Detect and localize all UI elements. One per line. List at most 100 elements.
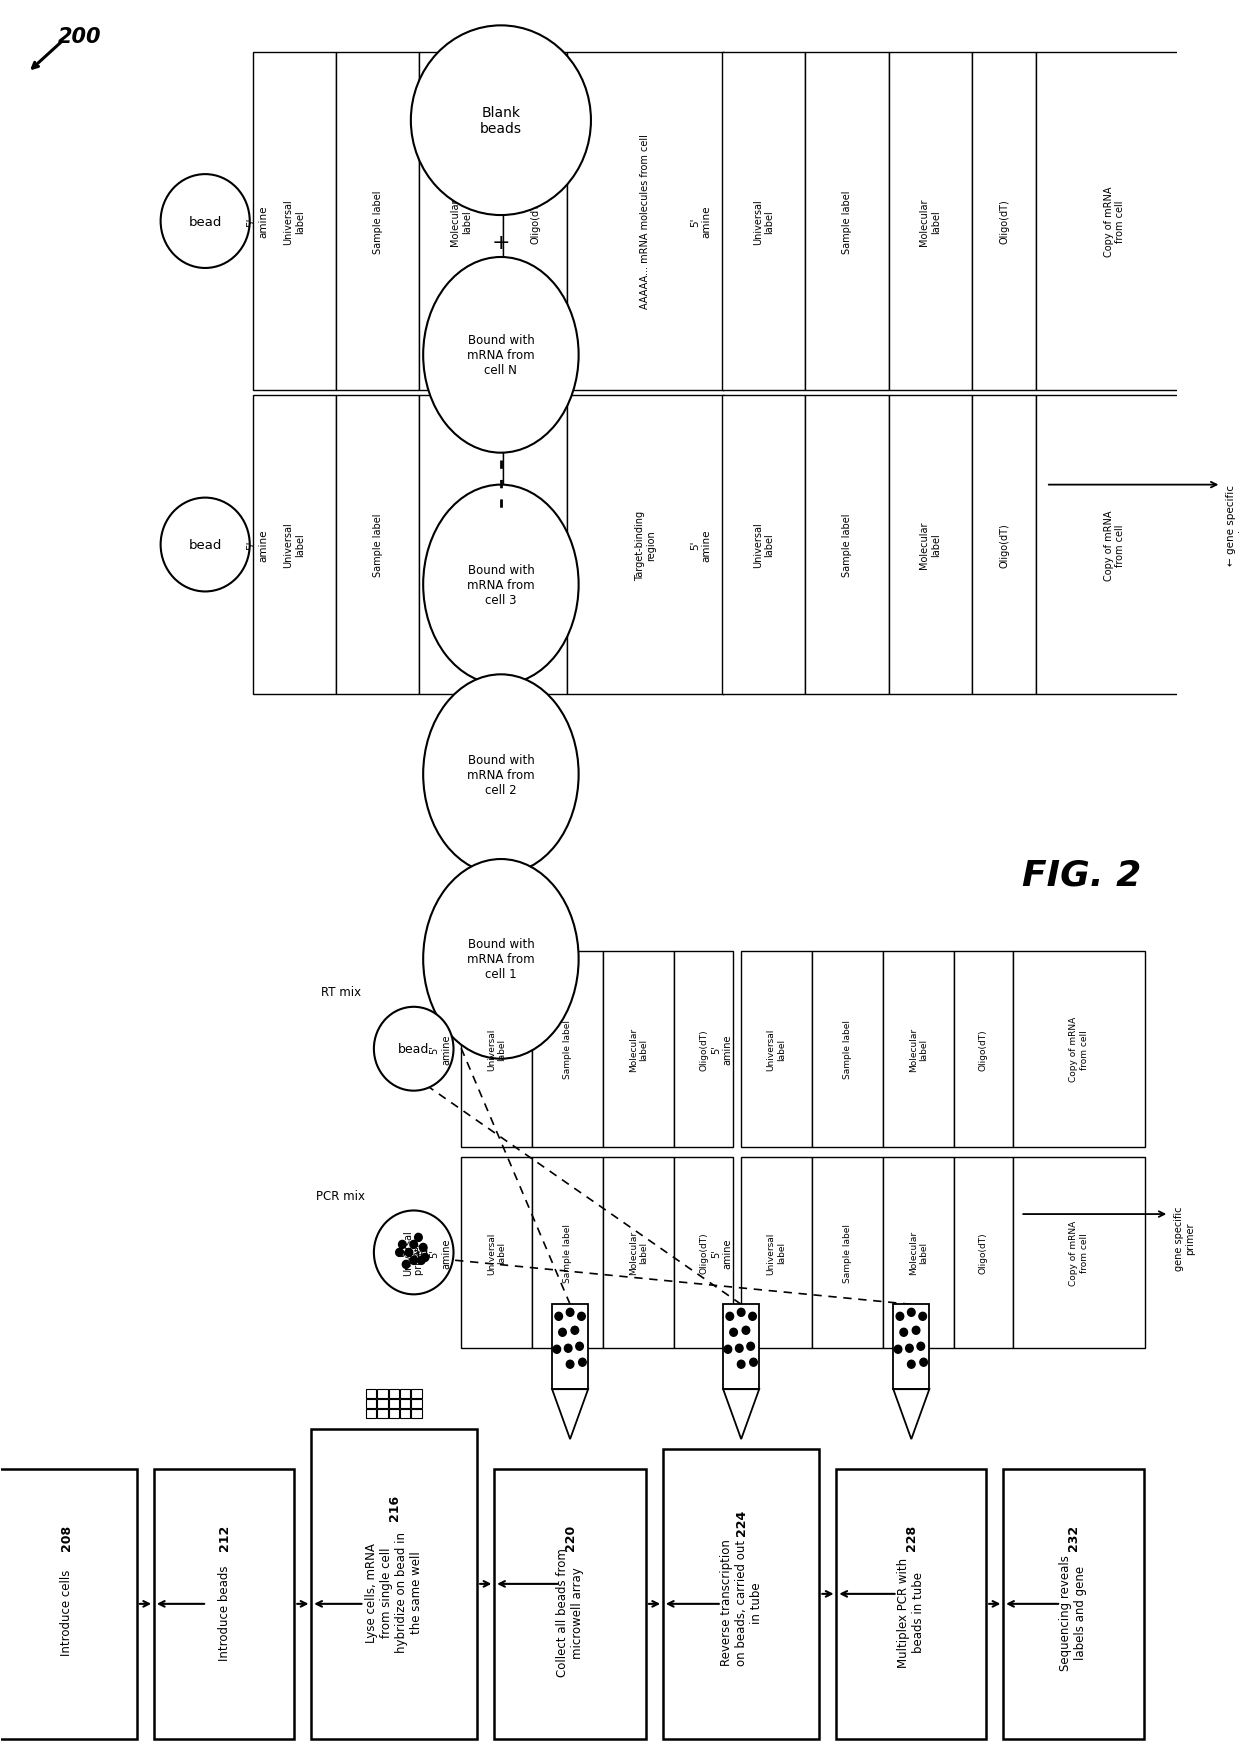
Bar: [805, 53, 889, 391]
Text: Universal
label: Universal label: [284, 523, 305, 569]
Circle shape: [398, 1241, 407, 1250]
Bar: [1037, 395, 1193, 695]
Bar: [377, 1409, 388, 1418]
Circle shape: [572, 1327, 579, 1334]
Bar: [604, 951, 675, 1148]
Circle shape: [402, 1260, 410, 1269]
Circle shape: [735, 1344, 743, 1353]
Bar: [812, 951, 883, 1148]
Text: Sample label: Sample label: [563, 1223, 572, 1283]
Circle shape: [419, 1244, 427, 1251]
Text: 212: 212: [218, 1523, 231, 1550]
Bar: [954, 1157, 1013, 1348]
Circle shape: [750, 1358, 758, 1367]
Bar: [401, 1409, 410, 1418]
Bar: [0, 1469, 136, 1739]
Bar: [311, 1429, 477, 1739]
Text: Molecular
label: Molecular label: [920, 198, 941, 246]
Bar: [837, 1469, 986, 1739]
Text: 200: 200: [58, 28, 102, 47]
Text: 228: 228: [905, 1523, 918, 1550]
Circle shape: [725, 1313, 734, 1320]
Bar: [502, 395, 567, 695]
Text: Molecular
label: Molecular label: [909, 1027, 928, 1071]
Circle shape: [405, 1250, 413, 1257]
Bar: [377, 1390, 388, 1399]
Circle shape: [567, 1309, 574, 1316]
Ellipse shape: [423, 258, 579, 453]
Bar: [675, 1157, 733, 1348]
Text: Copy of mRNA
from cell: Copy of mRNA from cell: [1069, 1016, 1089, 1081]
Text: bead: bead: [188, 539, 222, 551]
Bar: [883, 951, 954, 1148]
Bar: [336, 395, 419, 695]
Bar: [419, 53, 502, 391]
Bar: [722, 53, 805, 391]
Text: Sample label: Sample label: [373, 190, 383, 254]
Text: bead: bead: [398, 1042, 429, 1055]
Text: Sample label: Sample label: [843, 1223, 852, 1283]
Circle shape: [578, 1313, 585, 1320]
Text: Sample label: Sample label: [563, 1020, 572, 1079]
Polygon shape: [723, 1390, 759, 1439]
Bar: [336, 53, 419, 391]
Circle shape: [908, 1360, 915, 1369]
Bar: [1013, 1157, 1146, 1348]
Text: gene specific
primer: gene specific primer: [1174, 1206, 1195, 1271]
Bar: [366, 1399, 376, 1408]
Text: AAAAA... mRNA molecules from cell: AAAAA... mRNA molecules from cell: [640, 135, 651, 309]
Text: Universal
label: Universal label: [487, 1232, 506, 1274]
Circle shape: [920, 1358, 928, 1367]
Circle shape: [919, 1313, 926, 1320]
Bar: [388, 1409, 399, 1418]
Text: Introduce beads: Introduce beads: [218, 1564, 231, 1660]
Bar: [412, 1399, 422, 1408]
Text: Sequencing reveals
labels and gene: Sequencing reveals labels and gene: [1059, 1553, 1087, 1669]
Bar: [723, 1304, 759, 1390]
Circle shape: [749, 1313, 756, 1320]
Text: Sample label: Sample label: [842, 190, 852, 254]
Text: 232: 232: [1066, 1523, 1080, 1550]
Bar: [401, 1390, 410, 1399]
Bar: [1003, 1469, 1143, 1739]
Bar: [495, 1469, 646, 1739]
Text: Target-binding
region: Target-binding region: [635, 511, 656, 581]
Circle shape: [746, 1343, 754, 1351]
Text: Molecular
label: Molecular label: [629, 1027, 649, 1071]
Bar: [972, 395, 1037, 695]
Bar: [883, 1157, 954, 1348]
Text: Copy of mRNA
from cell: Copy of mRNA from cell: [1104, 186, 1126, 258]
Text: Bound with
mRNA from
cell 2: Bound with mRNA from cell 2: [467, 753, 534, 797]
Ellipse shape: [161, 498, 249, 591]
Text: Molecular
label: Molecular label: [450, 198, 472, 246]
Circle shape: [918, 1343, 925, 1351]
Bar: [1013, 951, 1146, 1148]
Bar: [889, 53, 972, 391]
Text: Universal
label: Universal label: [284, 198, 305, 244]
Circle shape: [396, 1250, 403, 1257]
Text: 5'
amine: 5' amine: [429, 1237, 451, 1267]
Bar: [889, 395, 972, 695]
Ellipse shape: [423, 486, 579, 684]
Text: Molecular
label: Molecular label: [450, 521, 472, 569]
Text: Molecular
label: Molecular label: [629, 1230, 649, 1274]
Circle shape: [422, 1253, 429, 1262]
Text: 208: 208: [61, 1523, 73, 1550]
Text: bead: bead: [398, 1246, 429, 1258]
Ellipse shape: [423, 860, 579, 1058]
Bar: [253, 53, 336, 391]
Circle shape: [556, 1313, 563, 1320]
Text: 5'
amine: 5' amine: [691, 205, 712, 239]
Text: Universal
label: Universal label: [753, 198, 774, 244]
Bar: [893, 1304, 929, 1390]
Text: Bound with
mRNA from
cell 3: Bound with mRNA from cell 3: [467, 563, 534, 607]
Text: Blank
beads: Blank beads: [480, 105, 522, 137]
Text: Copy of mRNA
from cell: Copy of mRNA from cell: [1104, 511, 1126, 581]
Bar: [154, 1469, 294, 1739]
Circle shape: [738, 1360, 745, 1369]
Circle shape: [724, 1346, 732, 1353]
Bar: [253, 395, 336, 695]
Text: Introduce cells: Introduce cells: [61, 1569, 73, 1655]
Bar: [461, 951, 532, 1148]
Circle shape: [894, 1346, 901, 1353]
